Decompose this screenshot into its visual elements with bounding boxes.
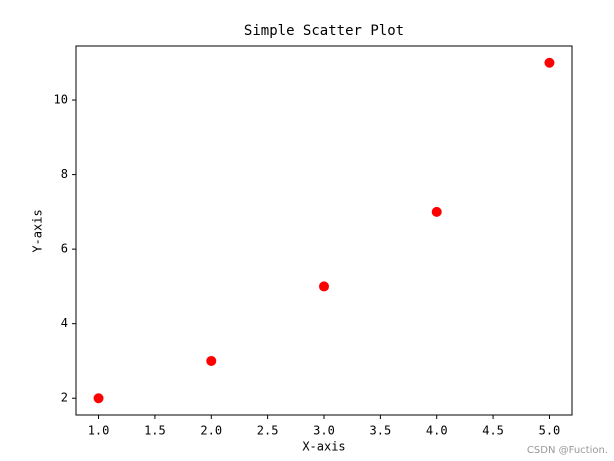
x-tick-label: 5.0 [539, 424, 561, 438]
scatter-point [206, 355, 217, 366]
x-tick-label: 1.0 [88, 424, 110, 438]
y-tick-label: 10 [54, 93, 68, 107]
scatter-point [431, 206, 442, 217]
x-tick-label: 1.5 [144, 424, 166, 438]
x-tick-label: 2.5 [257, 424, 279, 438]
y-tick-label: 8 [61, 167, 68, 181]
x-tick-label: 3.0 [313, 424, 335, 438]
scatter-point [544, 57, 555, 68]
x-axis-label: X-axis [302, 440, 345, 454]
scatter-point [93, 393, 104, 404]
scatter-point [319, 281, 329, 292]
x-tick-label: 4.5 [482, 424, 504, 438]
x-tick-label: 4.0 [426, 424, 448, 438]
chart-title: Simple Scatter Plot [244, 23, 404, 39]
y-tick-label: 4 [61, 316, 68, 330]
y-axis-label: Y-axis [31, 209, 45, 252]
y-tick-label: 6 [61, 242, 68, 256]
x-tick-label: 3.5 [370, 424, 392, 438]
plot-frame [75, 45, 573, 416]
watermark: CSDN @Fuction. [527, 445, 608, 456]
x-tick-label: 2.0 [200, 424, 222, 438]
y-tick-label: 2 [61, 391, 68, 405]
